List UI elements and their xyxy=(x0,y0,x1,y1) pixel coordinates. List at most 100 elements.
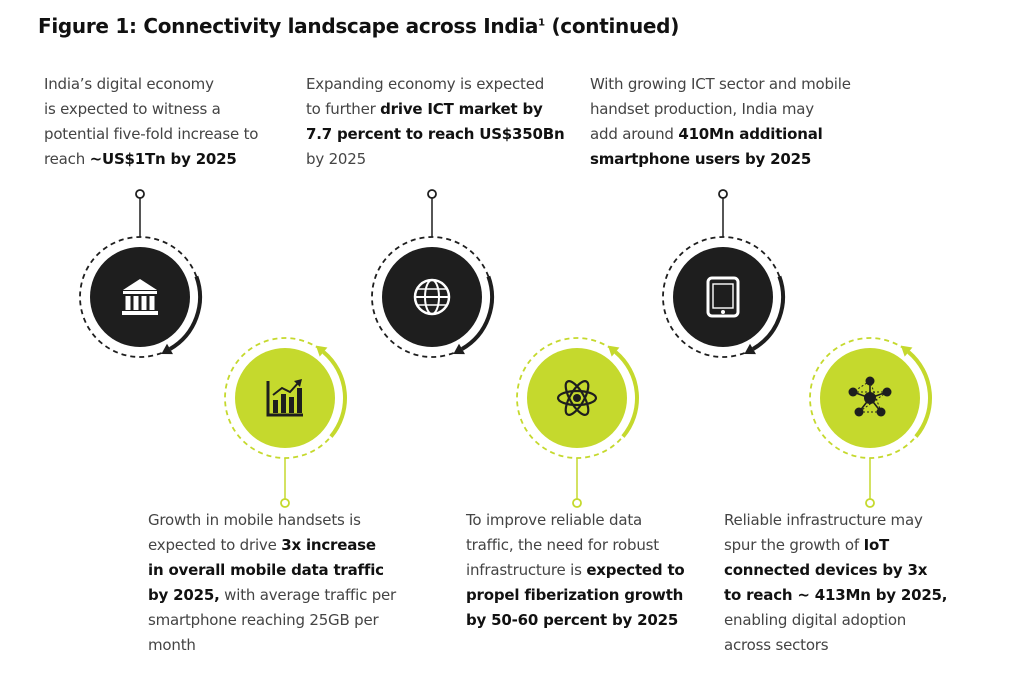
bold-segment: 7.7 percent to reach US$350Bn xyxy=(306,125,565,143)
bold-segment: to reach ~ 413Mn by 2025, xyxy=(724,586,948,604)
bold-segment: 3x increase xyxy=(281,536,376,554)
bottom-node-3 xyxy=(809,337,932,508)
progress-arc xyxy=(751,275,785,351)
top-text-2: Expanding economy is expected to further … xyxy=(306,72,565,172)
text-segment: traffic, the need for robust xyxy=(466,536,659,554)
bold-segment: IoT xyxy=(863,536,890,554)
text-line: handset production, India may xyxy=(590,97,851,122)
text-line: 7.7 percent to reach US$350Bn xyxy=(306,122,565,147)
text-segment: With growing ICT sector and mobile xyxy=(590,75,851,93)
bold-segment: ~US$1Tn by 2025 xyxy=(89,150,237,168)
connector-dot xyxy=(572,498,582,508)
text-line: With growing ICT sector and mobile xyxy=(590,72,851,97)
text-line: by 50-60 percent by 2025 xyxy=(466,608,685,633)
title-suffix: (continued) xyxy=(544,14,680,38)
bank-icon xyxy=(122,279,158,315)
dark-circle xyxy=(90,247,190,347)
text-line: by 2025, with average traffic per xyxy=(148,583,396,608)
top-text-1: India’s digital economy is expected to wi… xyxy=(44,72,258,172)
text-line: Growth in mobile handsets is xyxy=(148,508,396,533)
text-line: spur the growth of IoT xyxy=(724,533,947,558)
text-line: across sectors xyxy=(724,633,947,658)
text-line: smartphone users by 2025 xyxy=(590,147,851,172)
text-line: expected to drive 3x increase xyxy=(148,533,396,558)
connector-dot xyxy=(865,498,875,508)
text-line: smartphone reaching 25GB per xyxy=(148,608,396,633)
globe-icon xyxy=(413,278,451,316)
arc-arrowhead xyxy=(607,345,620,357)
bold-segment: by 2025, xyxy=(148,586,220,604)
bold-segment: drive ICT market by xyxy=(380,100,543,118)
bottom-text-3: Reliable infrastructure may spur the grow… xyxy=(724,508,947,658)
text-segment: To improve reliable data xyxy=(466,511,643,529)
bottom-text-2: To improve reliable data traffic, the nee… xyxy=(466,508,685,633)
text-segment: infrastructure is xyxy=(466,561,587,579)
text-line: month xyxy=(148,633,396,658)
bottom-node-2 xyxy=(516,337,639,508)
text-line: enabling digital adoption xyxy=(724,608,947,633)
text-segment: handset production, India may xyxy=(590,100,814,118)
text-line: by 2025 xyxy=(306,147,564,172)
text-line: traffic, the need for robust xyxy=(466,533,685,558)
text-line: reach ~US$1Tn by 2025 xyxy=(44,147,258,172)
text-line: is expected to witness a xyxy=(44,97,258,122)
text-segment: with average traffic per xyxy=(219,586,397,604)
arc-arrowhead xyxy=(900,345,913,357)
network-icon xyxy=(848,376,892,417)
bold-segment: expected to xyxy=(586,561,685,579)
text-line: propel fiberization growth xyxy=(466,583,685,608)
text-segment: month xyxy=(148,636,196,654)
text-line: to reach ~ 413Mn by 2025, xyxy=(724,583,947,608)
text-segment: expected to drive xyxy=(148,536,282,554)
connector-dot xyxy=(718,189,728,199)
text-segment: enabling digital adoption xyxy=(724,611,907,629)
text-segment: Growth in mobile handsets is xyxy=(148,511,361,529)
bottom-text-1: Growth in mobile handsets is expected to … xyxy=(148,508,396,658)
text-segment: spur the growth of xyxy=(724,536,864,554)
atom-icon xyxy=(556,380,598,416)
top-node-2 xyxy=(371,189,494,358)
progress-arc xyxy=(460,275,494,351)
bold-segment: propel fiberization growth xyxy=(466,586,684,604)
text-segment: smartphone reaching 25GB per xyxy=(148,611,379,629)
text-segment: Reliable infrastructure may xyxy=(724,511,923,529)
text-line: to further drive ICT market by xyxy=(306,97,564,122)
text-line: India’s digital economy xyxy=(44,72,258,97)
top-node-3 xyxy=(662,189,785,358)
text-segment: add around xyxy=(590,125,679,143)
bold-segment: connected devices by 3x xyxy=(724,561,928,579)
bar-chart-icon xyxy=(266,379,303,417)
top-node-1 xyxy=(79,189,202,358)
progress-arc xyxy=(168,275,202,351)
top-text-3: With growing ICT sector and mobile handse… xyxy=(590,72,851,172)
text-line: Expanding economy is expected xyxy=(306,72,564,97)
text-segment: to further xyxy=(306,100,381,118)
text-line: Reliable infrastructure may xyxy=(724,508,947,533)
connector-dot xyxy=(135,189,145,199)
text-segment: across sectors xyxy=(724,636,829,654)
text-line: add around 410Mn additional xyxy=(590,122,851,147)
progress-arc xyxy=(907,350,932,438)
bold-segment: by 50-60 percent by 2025 xyxy=(466,611,679,629)
text-line: To improve reliable data xyxy=(466,508,685,533)
arc-arrowhead xyxy=(453,343,465,355)
arc-arrowhead xyxy=(315,345,328,357)
text-segment: India’s digital economy xyxy=(44,75,214,93)
bold-segment: 410Mn additional xyxy=(678,125,823,143)
figure-title: Figure 1: Connectivity landscape across … xyxy=(38,14,679,38)
text-segment: reach xyxy=(44,150,90,168)
title-superscript: 1 xyxy=(538,17,545,29)
bold-segment: in overall mobile data traffic xyxy=(148,561,384,579)
arc-arrowhead xyxy=(744,343,756,355)
progress-arc xyxy=(614,350,639,438)
text-line: infrastructure is expected to xyxy=(466,558,685,583)
text-segment: Expanding economy is expected xyxy=(306,75,545,93)
bold-segment: smartphone users by 2025 xyxy=(590,150,812,168)
progress-arc xyxy=(322,350,347,438)
text-line: potential five-fold increase to xyxy=(44,122,258,147)
text-line: in overall mobile data traffic xyxy=(148,558,396,583)
title-main: Figure 1: Connectivity landscape across … xyxy=(38,14,539,38)
dark-circle xyxy=(673,247,773,347)
text-segment: by 2025 xyxy=(306,150,366,168)
